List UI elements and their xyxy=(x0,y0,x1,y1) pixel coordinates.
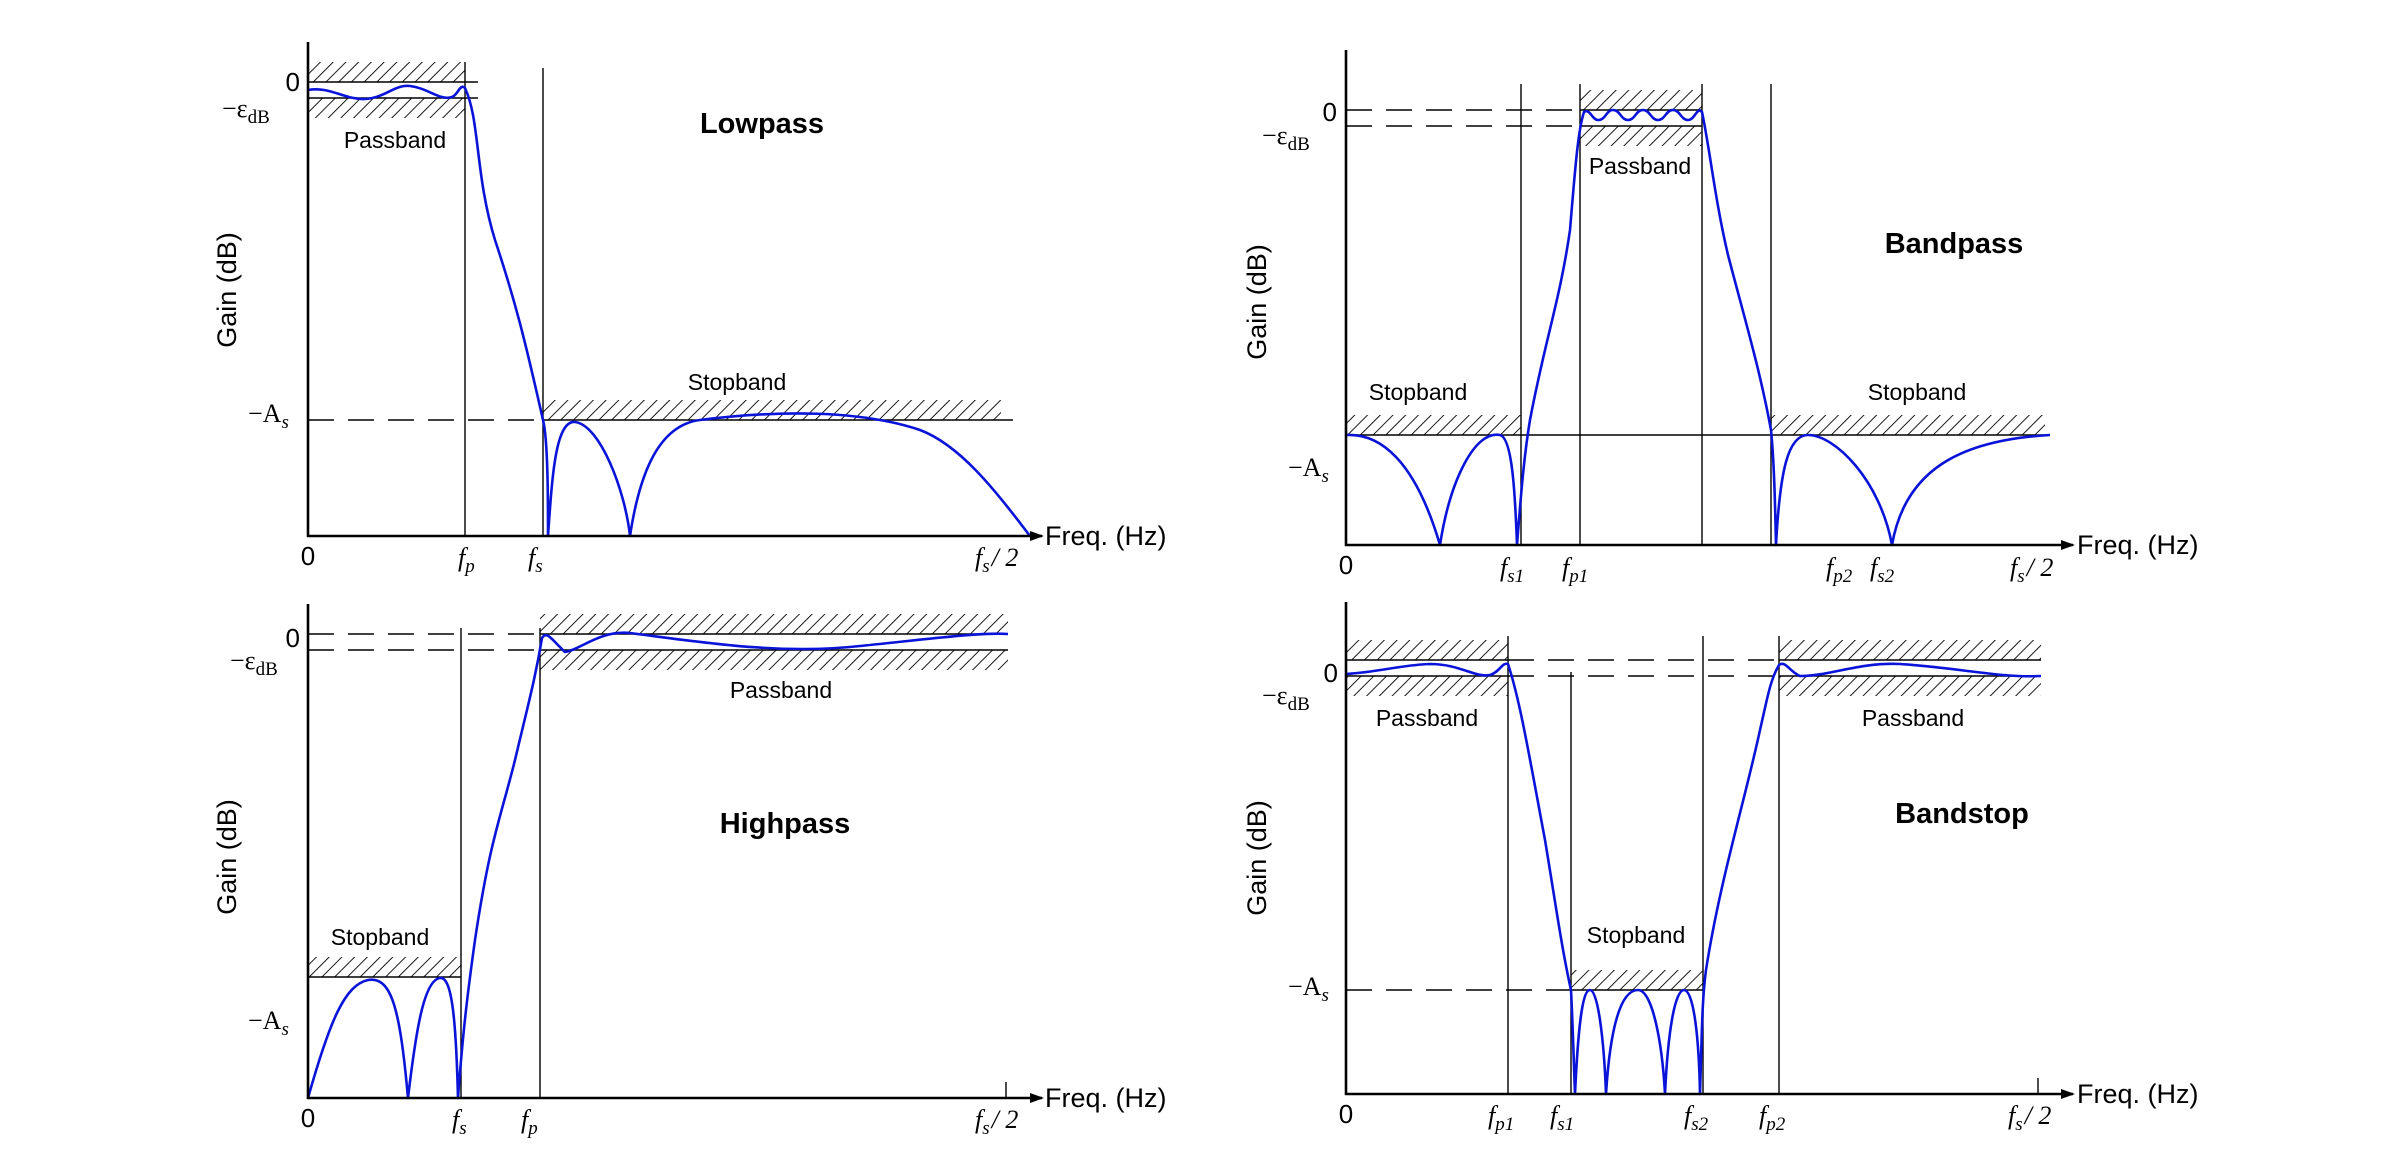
hp-response-curve xyxy=(308,633,1008,1098)
bp-title: Bandpass xyxy=(1885,228,2024,260)
bs-stopband-hatch xyxy=(1571,970,1703,990)
hp-title: Highpass xyxy=(720,808,851,840)
bs-ylabel: Gain (dB) xyxy=(1242,800,1272,916)
bp-y-zero: 0 xyxy=(1323,97,1337,127)
bs-x-fp1: fp1 xyxy=(1488,1101,1514,1135)
lp-origin: 0 xyxy=(301,541,315,571)
bp-passband-hatch-lower xyxy=(1580,126,1702,146)
bs-passband-left-label: Passband xyxy=(1376,705,1478,731)
panel-lowpass: Lowpass Gain (dB) Freq. (Hz) Passband St… xyxy=(212,42,1167,577)
bs-y-zero: 0 xyxy=(1324,658,1338,688)
lp-response-curve xyxy=(308,86,1030,536)
bp-y-eps: −εdB xyxy=(1262,121,1310,155)
lp-y-as: −As xyxy=(248,399,289,433)
lp-x-nyquist: fs/ 2 xyxy=(975,543,1018,577)
bs-x-fs2: fs2 xyxy=(1684,1101,1709,1135)
bs-y-eps: −εdB xyxy=(1262,681,1310,715)
hp-ylabel: Gain (dB) xyxy=(212,799,242,915)
bp-x-nyquist: fs/ 2 xyxy=(2010,553,2053,587)
bs-origin: 0 xyxy=(1339,1099,1353,1129)
lp-x-fs: fs xyxy=(528,543,543,577)
hp-x-nyquist: fs/ 2 xyxy=(975,1105,1018,1139)
hp-stopband-hatch xyxy=(308,957,461,977)
lp-title: Lowpass xyxy=(700,108,824,140)
bp-origin: 0 xyxy=(1339,550,1353,580)
lp-passband-hatch-upper xyxy=(308,62,465,82)
bp-passband-hatch-upper xyxy=(1580,90,1702,110)
bp-x-fp2: fp2 xyxy=(1826,553,1853,587)
bp-x-fs2: fs2 xyxy=(1870,553,1895,587)
bp-stopband-right-label: Stopband xyxy=(1868,379,1966,405)
hp-passband-hatch-lower xyxy=(540,650,1008,670)
panel-highpass: Highpass Gain (dB) Freq. (Hz) Passband S… xyxy=(212,604,1167,1139)
bs-x-nyquist: fs/ 2 xyxy=(2008,1101,2051,1135)
bp-response-curve xyxy=(1346,110,2050,545)
hp-x-fs: fs xyxy=(452,1105,467,1139)
lp-y-eps: −εdB xyxy=(222,94,270,128)
bs-stopband-label: Stopband xyxy=(1587,922,1685,948)
hp-stopband-label: Stopband xyxy=(331,924,429,950)
lp-xlabel: Freq. (Hz) xyxy=(1045,521,1167,551)
hp-y-zero: 0 xyxy=(286,623,300,653)
bp-ylabel: Gain (dB) xyxy=(1242,244,1272,360)
bs-y-as: −As xyxy=(1288,972,1329,1006)
bs-passband-hatch-left-upper xyxy=(1346,640,1508,660)
bp-xlabel: Freq. (Hz) xyxy=(2077,530,2199,560)
bs-title: Bandstop xyxy=(1895,798,2029,830)
panel-bandpass: Bandpass Gain (dB) Freq. (Hz) Passband S… xyxy=(1242,50,2199,587)
bs-passband-hatch-left-lower xyxy=(1346,676,1508,696)
lp-stopband-hatch xyxy=(543,400,1001,420)
hp-passband-hatch-upper xyxy=(540,614,1008,634)
bp-passband-label: Passband xyxy=(1589,153,1691,179)
hp-xlabel: Freq. (Hz) xyxy=(1045,1083,1167,1113)
lp-passband-label: Passband xyxy=(344,127,446,153)
bs-passband-right-label: Passband xyxy=(1862,705,1964,731)
panel-bandstop: Bandstop Gain (dB) Freq. (Hz) Passband P… xyxy=(1242,602,2199,1135)
bs-x-fs1: fs1 xyxy=(1550,1101,1574,1135)
lp-y-zero: 0 xyxy=(286,67,300,97)
bp-stopband-hatch-left xyxy=(1346,415,1521,435)
hp-origin: 0 xyxy=(301,1103,315,1133)
bs-passband-hatch-right-upper xyxy=(1779,640,2041,660)
lp-passband-hatch-lower xyxy=(308,98,465,118)
bp-y-as: −As xyxy=(1288,453,1329,487)
hp-passband-label: Passband xyxy=(730,677,832,703)
bs-xlabel: Freq. (Hz) xyxy=(2077,1079,2199,1109)
lp-ylabel: Gain (dB) xyxy=(212,232,242,348)
bp-x-fp1: fp1 xyxy=(1562,553,1588,587)
bp-stopband-hatch-right xyxy=(1771,415,2045,435)
bs-x-fp2: fp2 xyxy=(1759,1101,1786,1135)
lp-x-fp: fp xyxy=(458,543,475,577)
bs-passband-hatch-right-lower xyxy=(1779,676,2041,696)
hp-y-as: −As xyxy=(248,1006,289,1040)
lp-stopband-label: Stopband xyxy=(688,369,786,395)
hp-y-eps: −εdB xyxy=(230,646,278,680)
hp-x-fp: fp xyxy=(521,1105,538,1139)
bp-x-fs1: fs1 xyxy=(1500,553,1524,587)
bp-stopband-left-label: Stopband xyxy=(1369,379,1467,405)
